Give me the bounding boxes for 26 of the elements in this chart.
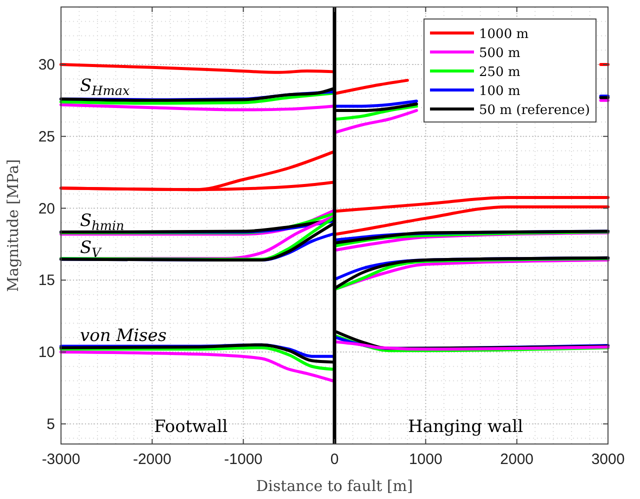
annotation: S$_{hmin}$	[80, 211, 124, 234]
x-tick-label: 1000	[408, 451, 442, 468]
annotation: Hanging wall	[408, 417, 524, 437]
annotation: Footwall	[154, 417, 228, 437]
y-tick-label: 20	[38, 200, 55, 218]
legend-label: 1000 m	[479, 27, 529, 42]
x-axis-title: Distance to fault [m]	[256, 477, 413, 495]
y-tick-label: 15	[38, 272, 55, 290]
legend-label: 500 m	[479, 46, 520, 61]
legend-label: 100 m	[479, 84, 520, 99]
y-tick-label: 25	[38, 128, 55, 146]
y-tick-label: 5	[46, 416, 55, 433]
x-tick-label: 2000	[500, 451, 534, 468]
legend-label: 50 m (reference)	[479, 103, 590, 118]
y-tick-label: 30	[38, 56, 55, 74]
y-tick-label: 10	[38, 344, 55, 361]
annotation: S$_{V}$	[80, 238, 103, 261]
annotation: S$_{Hmax}$	[80, 76, 130, 99]
legend-label: 250 m	[479, 65, 520, 80]
x-tick-label: -1000	[224, 451, 263, 468]
annotation: von Mises	[80, 326, 167, 346]
x-tick-label: -2000	[132, 451, 172, 468]
x-tick-label: 3000	[591, 451, 625, 468]
x-tick-label: 0	[330, 451, 339, 468]
y-axis-title: Magnitude [MPa]	[4, 159, 22, 292]
x-tick-label: -3000	[42, 451, 80, 468]
